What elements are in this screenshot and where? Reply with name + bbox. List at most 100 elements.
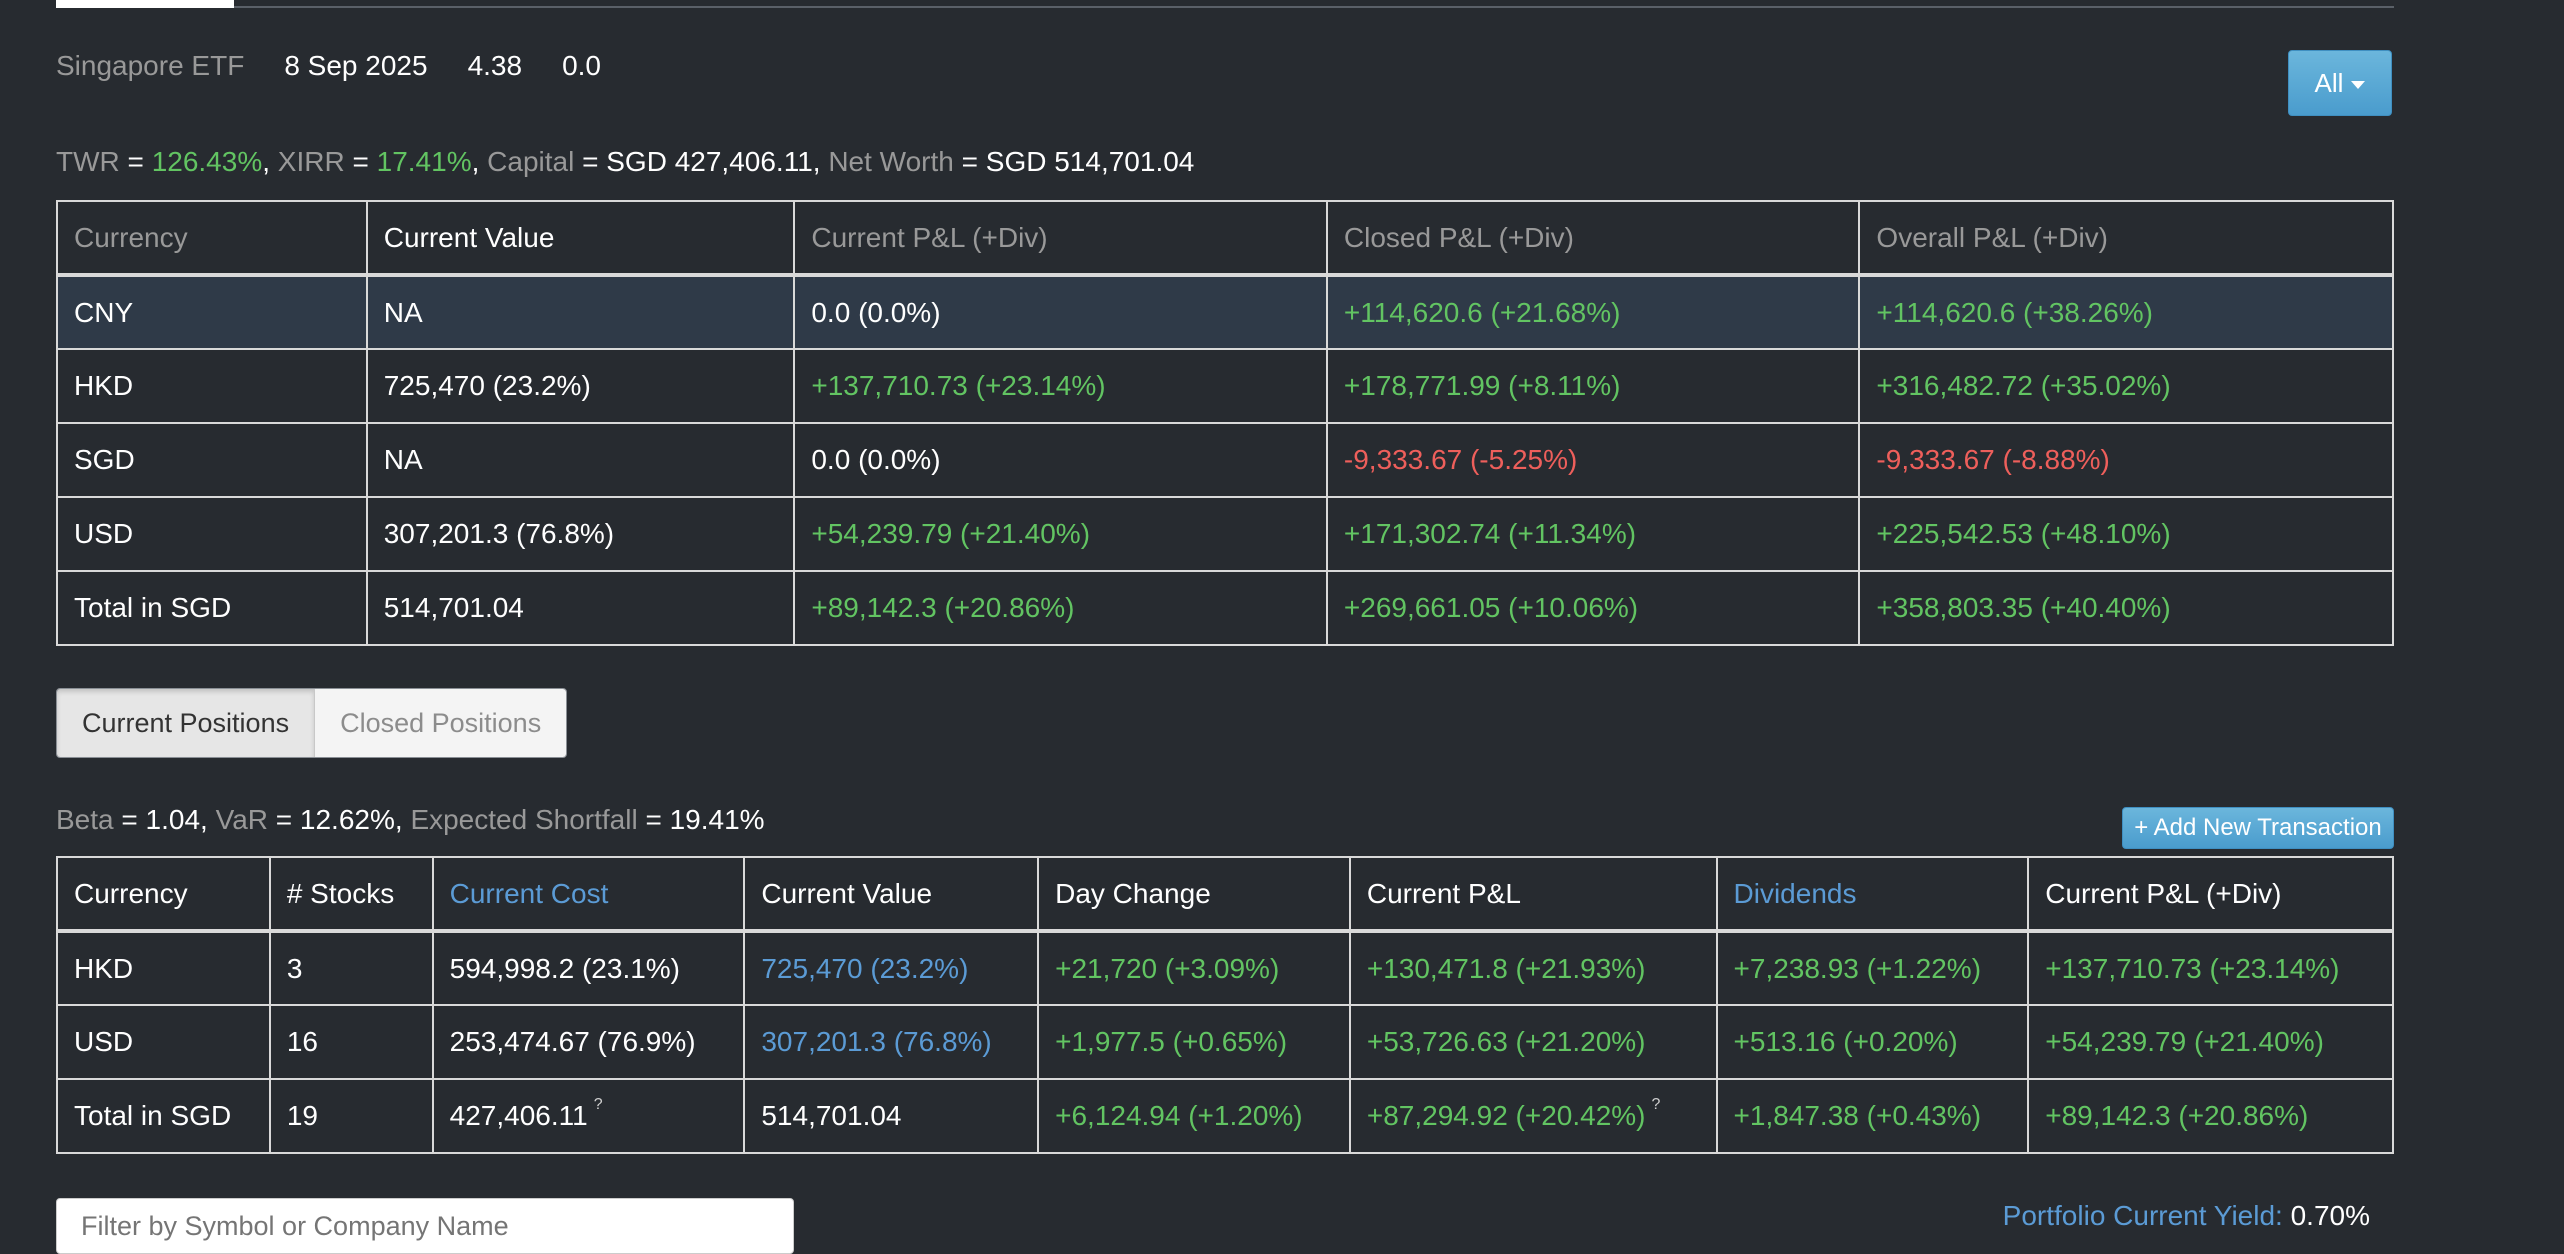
beta-value: 1.04 (145, 804, 201, 835)
stocks-cell: 16 (268, 1004, 434, 1080)
beta-label: Beta (56, 804, 114, 835)
dividends-cell: +1,847.38 (+0.43%) (1715, 1078, 2030, 1154)
stocks-cell: 3 (268, 930, 434, 1006)
help-icon[interactable]: ? (593, 1096, 603, 1113)
yield-label[interactable]: Portfolio Current Yield: (2002, 1200, 2283, 1231)
var-value: 12.62% (299, 804, 395, 835)
portfolio-yield: Portfolio Current Yield: 0.70% (2003, 1200, 2370, 1232)
cost-value: 427,406.11 (449, 1100, 588, 1131)
current-pl-cell: 0.0 (0.0%) (793, 422, 1328, 498)
all-filter-button[interactable]: All (2288, 50, 2392, 116)
help-icon[interactable]: ? (1651, 1096, 1661, 1113)
table-row: CNY NA 0.0 (0.0%) +114,620.6 (+21.68%) +… (56, 274, 2394, 350)
closed-pl-cell: +178,771.99 (+8.11%) (1325, 348, 1861, 424)
pl-div-cell: +89,142.3 (+20.86%) (2027, 1078, 2394, 1154)
table-row: HKD 3 594,998.2 (23.1%) 725,470 (23.2%) … (56, 930, 2394, 1006)
overall-pl-cell: +316,482.72 (+35.02%) (1858, 348, 2394, 424)
twr-value: 126.43% (151, 146, 263, 177)
closed-pl-cell: +269,661.05 (+10.06%) (1325, 570, 1861, 646)
networth-label: Net Worth (828, 146, 954, 177)
current-value-cell: 725,470 (23.2%) (365, 348, 796, 424)
pl-cell: +53,726.63 (+21.20%) (1348, 1004, 1718, 1080)
overall-pl-cell: +114,620.6 (+38.26%) (1858, 274, 2394, 350)
currency-cell: SGD (56, 422, 368, 498)
portfolio-stats: TWR = 126.43%, XIRR = 17.41%, Capital = … (56, 146, 1195, 177)
closed-pl-cell: +114,620.6 (+21.68%) (1325, 274, 1861, 350)
overall-pl-cell: +358,803.35 (+40.40%) (1858, 570, 2394, 646)
column-header[interactable]: Current Value (743, 856, 1040, 933)
currency-cell: Total in SGD (56, 570, 368, 646)
top-divider (56, 6, 2394, 8)
tab-closed-positions[interactable]: Closed Positions (314, 689, 567, 757)
current-pl-cell: +137,710.73 (+23.14%) (793, 348, 1328, 424)
pl-value: +87,294.92 (+20.42%) (1366, 1100, 1646, 1131)
column-header[interactable]: Currency (56, 200, 368, 277)
column-header[interactable]: Day Change (1037, 856, 1351, 933)
tab-current-positions[interactable]: Current Positions (57, 689, 315, 757)
column-header[interactable]: Closed P&L (+Div) (1325, 200, 1861, 277)
column-header[interactable]: Overall P&L (+Div) (1858, 200, 2394, 277)
pl-cell: +87,294.92 (+20.42%)? (1348, 1078, 1718, 1154)
active-tab-indicator (56, 0, 234, 8)
currency-cell: USD (56, 1004, 271, 1080)
closed-pl-cell: +171,302.74 (+11.34%) (1325, 496, 1861, 572)
cost-cell: 427,406.11? (431, 1078, 746, 1154)
table-row: HKD 725,470 (23.2%) +137,710.73 (+23.14%… (56, 348, 2394, 424)
add-transaction-button[interactable]: + Add New Transaction (2122, 807, 2394, 849)
column-header[interactable]: # Stocks (268, 856, 434, 933)
filter-input[interactable] (56, 1198, 794, 1254)
cost-cell: 253,474.67 (76.9%) (431, 1004, 746, 1080)
portfolio-date: 8 Sep 2025 (284, 50, 428, 81)
current-pl-cell: +89,142.3 (+20.86%) (793, 570, 1328, 646)
risk-stats: Beta = 1.04, VaR = 12.62%, Expected Shor… (56, 804, 765, 835)
xirr-label: XIRR (277, 146, 345, 177)
table-row: SGD NA 0.0 (0.0%) -9,333.67 (-5.25%) -9,… (56, 422, 2394, 498)
cost-cell: 594,998.2 (23.1%) (431, 930, 746, 1006)
portfolio-info: Singapore ETF 8 Sep 2025 4.38 0.0 (56, 50, 641, 82)
stocks-cell: 19 (268, 1078, 434, 1154)
current-value-cell: 307,201.3 (76.8%) (365, 496, 796, 572)
column-header-link[interactable]: Current Cost (431, 856, 746, 933)
column-header-link[interactable]: Dividends (1715, 856, 2030, 933)
value-link[interactable]: 307,201.3 (76.8%) (743, 1004, 1040, 1080)
currency-cell: USD (56, 496, 368, 572)
es-value: 19.41% (669, 804, 765, 835)
capital-value: SGD 427,406.11 (606, 146, 813, 177)
portfolio-name: Singapore ETF (56, 50, 245, 81)
currency-summary-table: Currency Current Value Current P&L (+Div… (56, 200, 2394, 646)
positions-table: Currency # Stocks Current Cost Current V… (56, 856, 2394, 1154)
currency-cell: CNY (56, 274, 368, 350)
yield-value: 0.70% (2290, 1200, 2370, 1231)
day-change-cell: +21,720 (+3.09%) (1037, 930, 1351, 1006)
value-link[interactable]: 725,470 (23.2%) (743, 930, 1040, 1006)
pl-div-cell: +54,239.79 (+21.40%) (2027, 1004, 2394, 1080)
portfolio-value1: 4.38 (467, 50, 523, 81)
currency-cell: HKD (56, 348, 368, 424)
column-header[interactable]: Current Value (365, 200, 796, 277)
capital-label: Capital (487, 146, 575, 177)
column-header[interactable]: Current P&L (+Div) (793, 200, 1328, 277)
dividends-cell: +7,238.93 (+1.22%) (1715, 930, 2030, 1006)
xirr-value: 17.41% (376, 146, 472, 177)
all-filter-label: All (2314, 67, 2344, 98)
es-label: Expected Shortfall (410, 804, 638, 835)
twr-label: TWR (56, 146, 120, 177)
table-row: USD 16 253,474.67 (76.9%) 307,201.3 (76.… (56, 1004, 2394, 1080)
current-value-cell: NA (365, 422, 796, 498)
column-header[interactable]: Currency (56, 856, 271, 933)
dividends-cell: +513.16 (+0.20%) (1715, 1004, 2030, 1080)
overall-pl-cell: +225,542.53 (+48.10%) (1858, 496, 2394, 572)
table-row: Total in SGD 19 427,406.11? 514,701.04 +… (56, 1078, 2394, 1154)
current-value-cell: 514,701.04 (365, 570, 796, 646)
column-header[interactable]: Current P&L (+Div) (2027, 856, 2394, 933)
column-header[interactable]: Current P&L (1348, 856, 1718, 933)
table-row: USD 307,201.3 (76.8%) +54,239.79 (+21.40… (56, 496, 2394, 572)
currency-cell: Total in SGD (56, 1078, 271, 1154)
pl-div-cell: +137,710.73 (+23.14%) (2027, 930, 2394, 1006)
portfolio-value2: 0.0 (562, 50, 602, 81)
closed-pl-cell: -9,333.67 (-5.25%) (1325, 422, 1861, 498)
var-label: VaR (215, 804, 268, 835)
pl-cell: +130,471.8 (+21.93%) (1348, 930, 1718, 1006)
networth-value: SGD 514,701.04 (985, 146, 1195, 177)
current-value-cell: NA (365, 274, 796, 350)
